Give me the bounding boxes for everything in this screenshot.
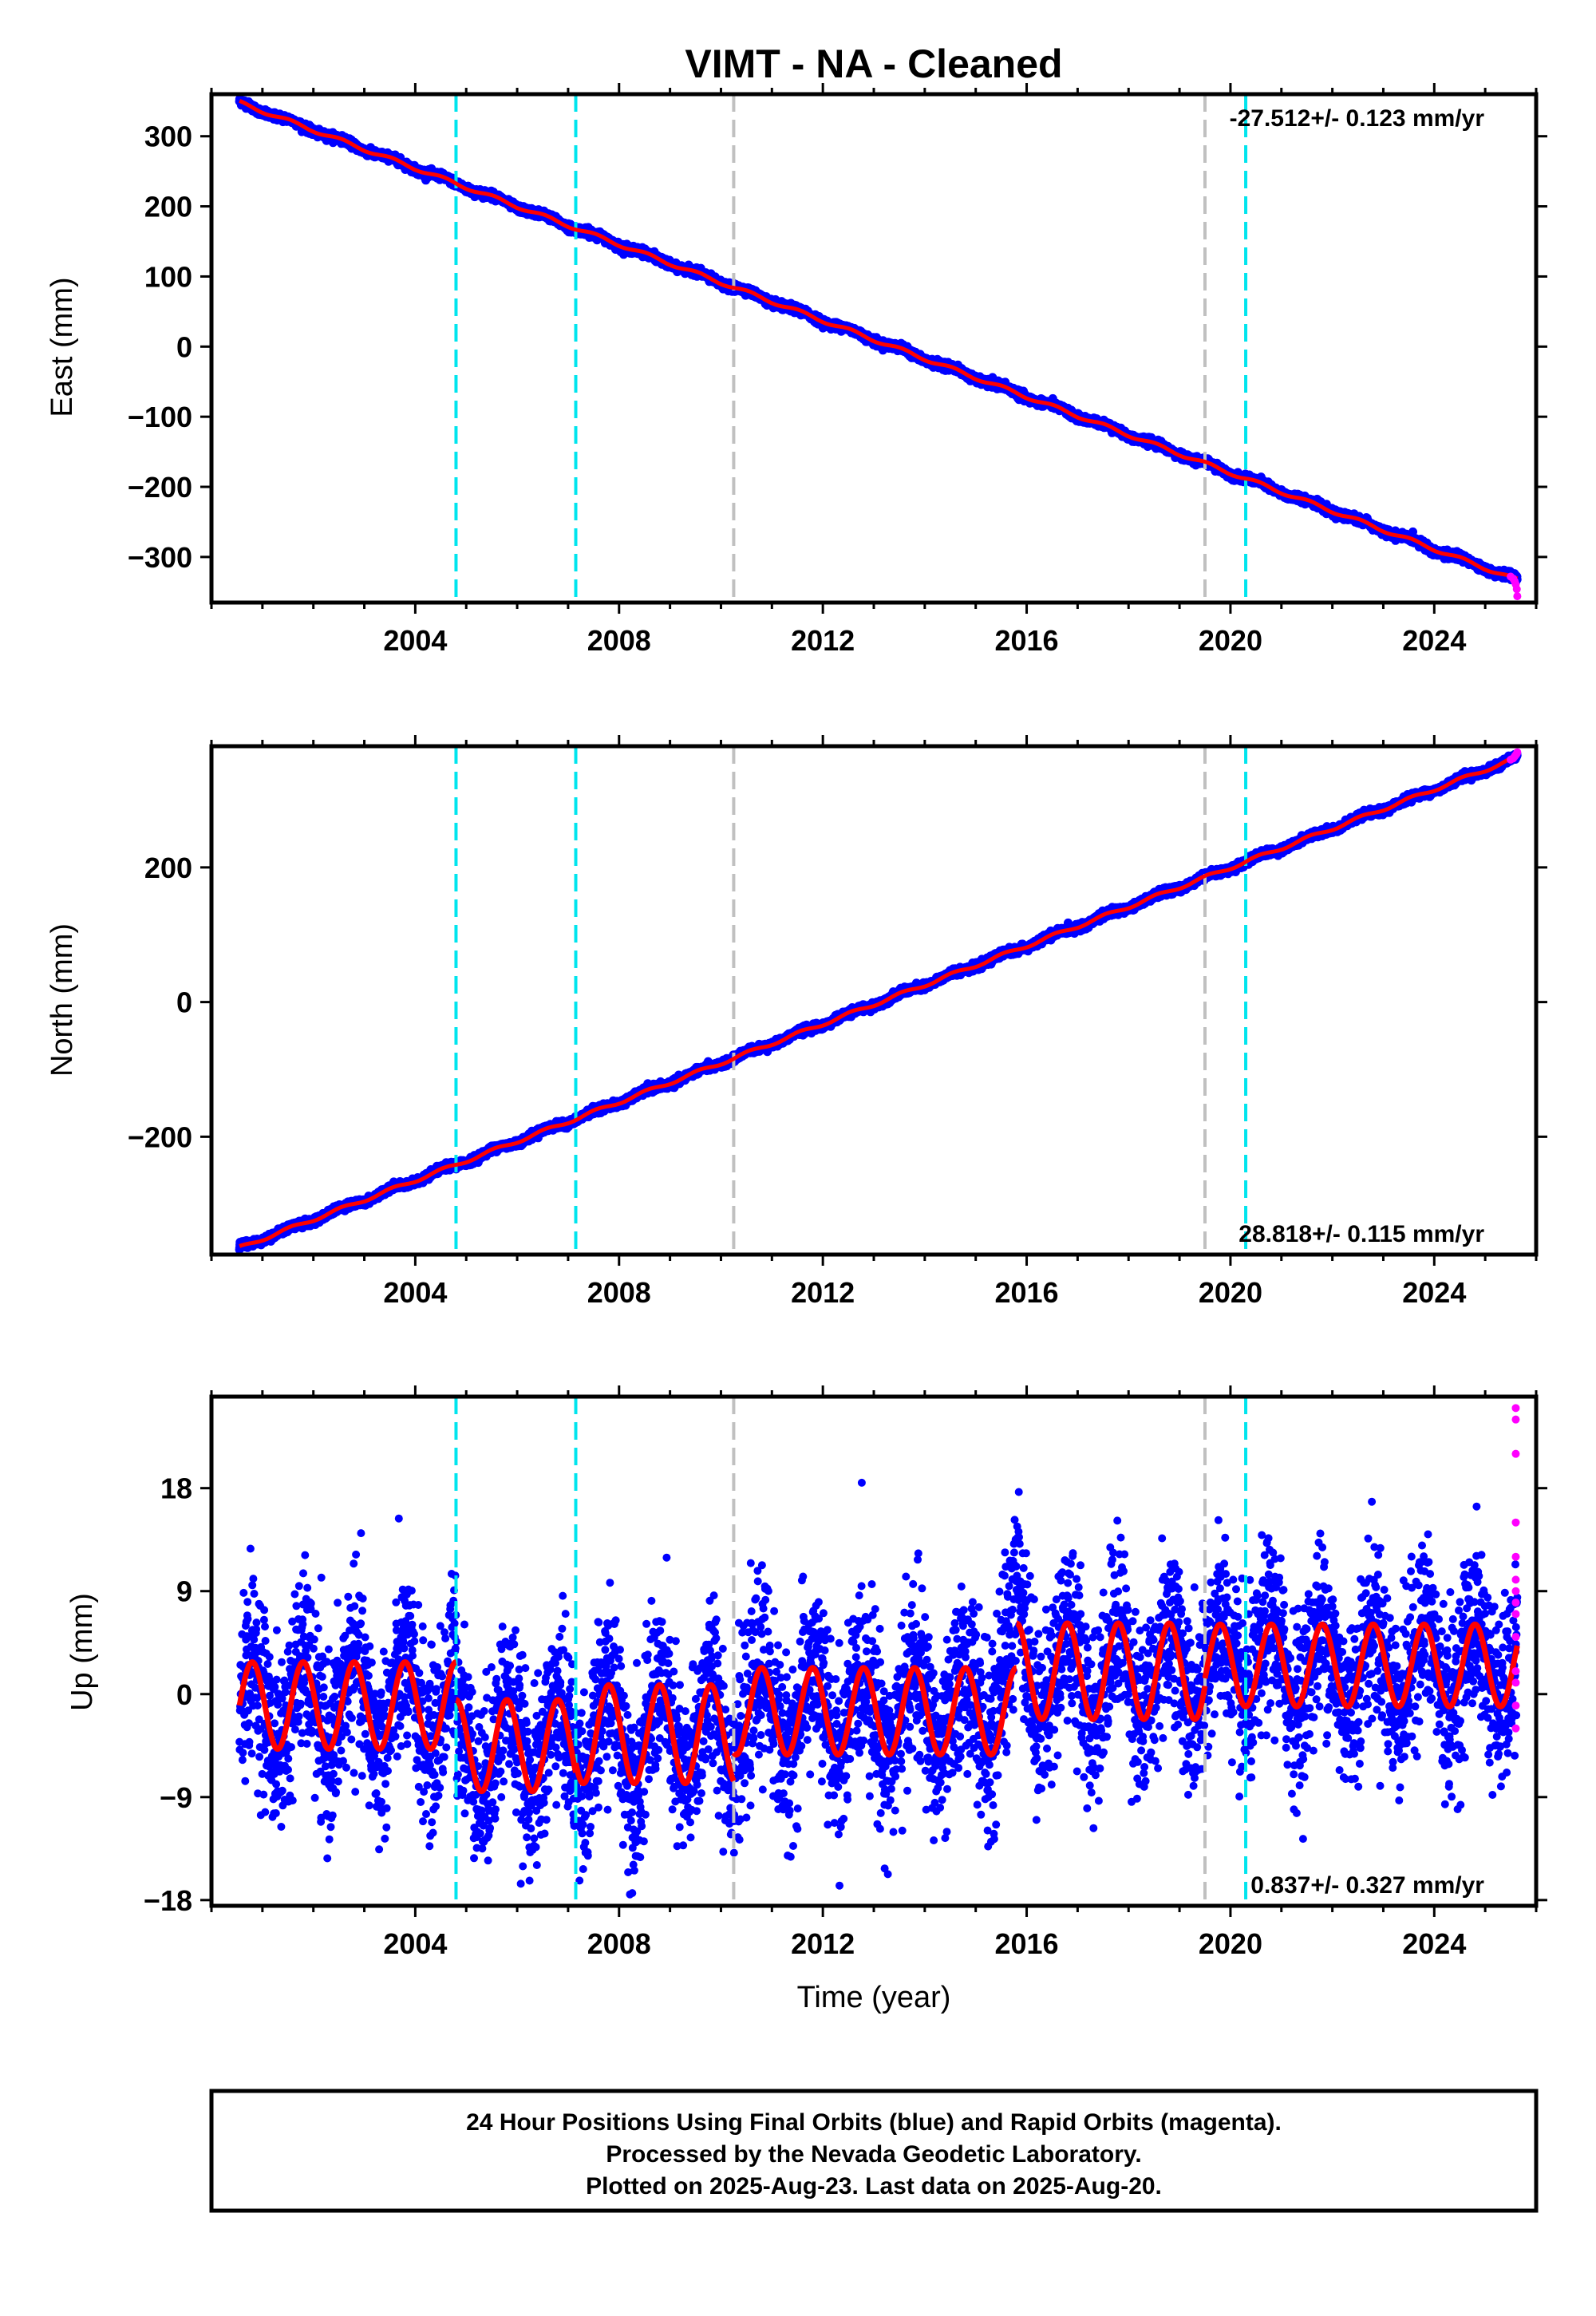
x-tick-label: 2020	[1199, 1927, 1262, 1960]
plot-area	[235, 1397, 1522, 1906]
footer-line-2: Processed by the Nevada Geodetic Laborat…	[606, 2141, 1141, 2168]
y-tick-label: 0	[176, 1678, 192, 1711]
model-fit-segment	[1202, 1621, 1520, 1710]
rapid-orbit-point	[1511, 1724, 1520, 1733]
y-tick-label: −9	[160, 1781, 192, 1814]
x-tick-label: 2016	[994, 1927, 1058, 1960]
x-tick-label: 2008	[587, 1276, 651, 1309]
final-orbit-points	[235, 1478, 1522, 1899]
velocity-rate-label: 0.837+/- 0.327 mm/yr	[1250, 1872, 1484, 1899]
x-tick-label: 2024	[1402, 624, 1466, 657]
model-fit-segment	[573, 1682, 737, 1787]
y-tick-label: 300	[144, 121, 192, 153]
footer-line-1: 24 Hour Positions Using Final Orbits (bl…	[466, 2109, 1282, 2136]
y-tick-label: −18	[144, 1884, 192, 1917]
x-tick-label: 2024	[1402, 1276, 1466, 1309]
rapid-orbit-point	[1511, 1633, 1520, 1642]
rapid-orbit-point	[1511, 1404, 1520, 1413]
x-tick-label: 2008	[587, 1927, 651, 1960]
x-axis-label: Time (year)	[797, 1981, 951, 2014]
y-tick-label: 100	[144, 260, 192, 293]
y-tick-label: −300	[128, 541, 192, 574]
y-tick-label: 0	[176, 330, 192, 363]
footer-box	[209, 2089, 1539, 2213]
model-fit-line	[239, 98, 1519, 581]
y-tick-label: −200	[128, 471, 192, 504]
east-panel: 2004 2008 2012 2016 2020 2024 300 200 100 0 −100 −2…	[45, 83, 1547, 657]
x-tick-label: 2004	[383, 1276, 447, 1309]
rapid-orbit-point	[1513, 748, 1522, 757]
figure-title: VIMT - NA - Cleaned	[685, 41, 1062, 86]
up-panel: 2004 2008 2012 2016 2020 2024 18 9 0 −9 −18 Up (mm)…	[65, 1385, 1547, 1960]
x-tick-label: 2012	[791, 624, 855, 657]
rapid-orbit-point	[1511, 1610, 1520, 1618]
north-panel: 2004 2008 2012 2016 2020 2024 200 0 −200 North (m…	[45, 735, 1547, 1309]
model-fit-segment	[1015, 1620, 1208, 1722]
x-tick-label: 2012	[791, 1276, 855, 1309]
model-fit-segment	[731, 1665, 1017, 1758]
velocity-rate-label: -27.512+/- 0.123 mm/yr	[1230, 105, 1485, 132]
x-tick-label: 2012	[791, 1927, 855, 1960]
rapid-orbit-point	[1511, 1575, 1520, 1584]
x-tick-label: 2020	[1199, 1276, 1262, 1309]
model-fit-line	[239, 754, 1519, 1248]
x-tick-label: 2004	[383, 624, 447, 657]
rapid-orbit-point	[1511, 1599, 1520, 1607]
y-axis-label: North (mm)	[45, 923, 79, 1077]
y-tick-label: 200	[144, 852, 192, 884]
y-tick-label: −100	[128, 401, 192, 433]
rapid-orbit-point	[1511, 1449, 1520, 1458]
y-tick-label: 0	[176, 986, 192, 1019]
rapid-orbit-point	[1511, 1552, 1520, 1561]
x-tick-label: 2008	[587, 624, 651, 657]
rapid-orbit-point	[1512, 585, 1521, 594]
rapid-orbit-point	[1511, 1667, 1520, 1676]
rapid-orbit-point	[1511, 1701, 1520, 1710]
plot-area	[235, 94, 1522, 603]
y-tick-label: 200	[144, 191, 192, 223]
x-tick-label: 2016	[994, 624, 1058, 657]
x-tick-label: 2016	[994, 1276, 1058, 1309]
model-fit-segment	[455, 1697, 579, 1795]
rapid-orbit-point	[1511, 1518, 1520, 1527]
rapid-orbit-point	[1511, 1678, 1520, 1687]
y-tick-label: 9	[176, 1575, 192, 1608]
rapid-orbit-point	[1511, 1415, 1520, 1424]
velocity-rate-label: 28.818+/- 0.115 mm/yr	[1238, 1221, 1484, 1247]
rapid-orbit-point	[1511, 1587, 1520, 1595]
x-tick-label: 2004	[383, 1927, 447, 1960]
rapid-orbit-point	[1513, 592, 1522, 601]
footer-line-3: Plotted on 2025-Aug-23. Last data on 202…	[586, 2173, 1162, 2199]
y-axis-label: Up (mm)	[65, 1593, 99, 1711]
x-tick-label: 2024	[1402, 1927, 1466, 1960]
x-tick-label: 2020	[1199, 624, 1262, 657]
y-tick-label: 18	[160, 1472, 192, 1505]
model-fit-segment	[236, 1659, 457, 1753]
plot-area	[235, 746, 1522, 1255]
y-axis-label: East (mm)	[45, 277, 79, 417]
y-tick-label: −200	[128, 1120, 192, 1153]
